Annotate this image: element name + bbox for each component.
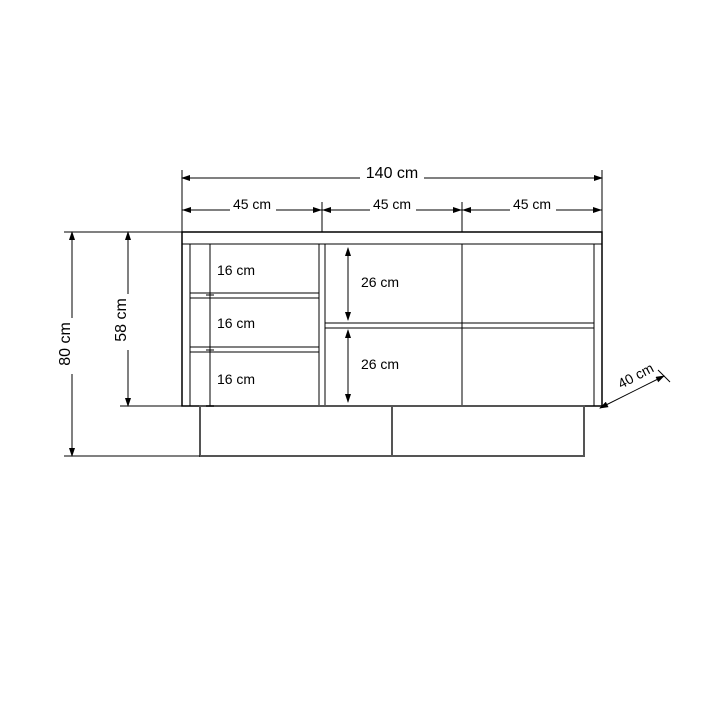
label-col3: 45 cm <box>513 196 551 212</box>
label-left-shelf3: 16 cm <box>217 371 255 387</box>
label-mid-shelf2: 26 cm <box>361 356 399 372</box>
label-width-overall: 140 cm <box>366 165 418 182</box>
label-col2: 45 cm <box>373 196 411 212</box>
label-height-overall: 80 cm <box>57 322 74 366</box>
dimension-drawing: 140 cm 45 cm 45 cm 45 cm 80 cm 58 cm <box>0 0 724 724</box>
dim-mid-shelves: 26 cm 26 cm <box>348 248 402 402</box>
label-depth: 40 cm <box>615 360 656 392</box>
dim-left-shelves: 16 cm 16 cm 16 cm <box>206 244 255 406</box>
label-mid-shelf1: 26 cm <box>361 274 399 290</box>
label-left-shelf1: 16 cm <box>217 262 255 278</box>
base-frame <box>200 406 584 456</box>
label-left-shelf2: 16 cm <box>217 315 255 331</box>
dim-height-inner: 58 cm <box>113 232 182 406</box>
dim-columns: 45 cm 45 cm 45 cm <box>182 196 602 232</box>
label-col1: 45 cm <box>233 196 271 212</box>
dim-depth: 40 cm <box>600 232 670 408</box>
label-height-inner: 58 cm <box>113 298 130 342</box>
